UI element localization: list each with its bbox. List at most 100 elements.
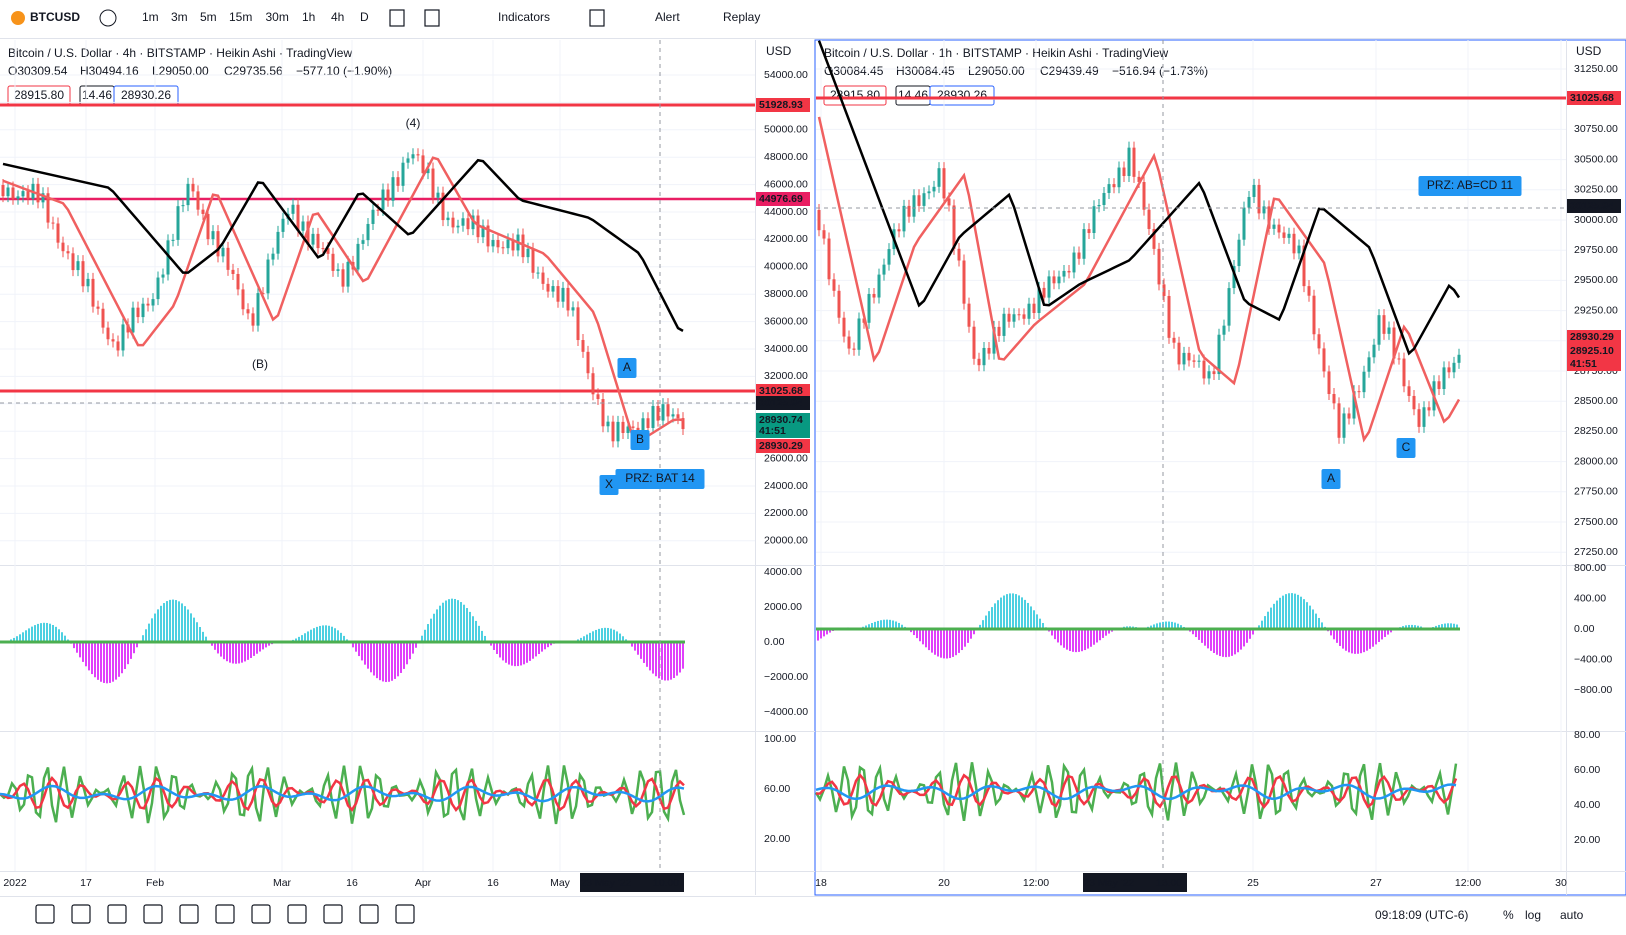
price-axis-label: 29500.00 [1574,274,1618,286]
ohlc-value: H30084.45 [896,64,955,78]
price-change: −516.94 (−1.73%) [1112,64,1208,78]
interval-button[interactable]: 15m [229,10,252,24]
time-axis-label: 30 [1555,877,1567,889]
price-axis-label: 27500.00 [1574,516,1618,528]
log-toggle[interactable]: log [1525,908,1541,922]
drawing-tool[interactable] [179,904,199,924]
price-tag-text: 31025.68 [1570,92,1614,104]
interval-button[interactable]: 5m [200,10,217,24]
time-axis-label: Mar [273,877,292,889]
price-tag-text: 28930.29 [1570,331,1614,343]
price-axis-label: 31250.00 [1574,63,1618,75]
ohlc-value: C29439.49 [1040,64,1099,78]
price-axis-label: 44000.00 [764,206,808,218]
clock: 09:18:09 (UTC-6) [1375,908,1468,922]
price-axis-label: 30250.00 [1574,184,1618,196]
rsi-axis-label: 20.00 [764,833,790,845]
price-tag-text: 44976.69 [759,193,803,205]
time-axis-label: 27 [1370,877,1382,889]
toolbar-icon[interactable] [389,9,405,27]
interval-button[interactable]: D [360,10,369,24]
pattern-label-box [599,475,619,495]
time-axis-label: 20 [938,877,950,889]
auto-toggle[interactable]: auto [1560,908,1584,922]
price-tag-text: 30125.94 [1570,200,1614,212]
drawing-tool[interactable] [323,904,343,924]
osc-axis-label: 4000.00 [764,566,802,578]
interval-button[interactable]: 4h [331,10,344,24]
drawing-tool[interactable] [143,904,163,924]
drawing-tool[interactable] [35,904,55,924]
price-tag [756,98,810,112]
interval-button[interactable]: 30m [266,10,289,24]
interval-button[interactable]: 3m [171,10,188,24]
pattern-label: X [605,477,613,491]
rsi-line [0,764,686,825]
osc-axis-label: −800.00 [1574,684,1612,696]
alert-button[interactable]: Alert [655,10,680,24]
chart-title: Bitcoin / U.S. Dollar · 1h · BITSTAMP · … [824,46,1168,60]
add-symbol[interactable] [99,9,117,27]
indicators-button[interactable]: Indicators [498,10,550,24]
drawing-tool[interactable] [395,904,415,924]
drawing-tool[interactable] [287,904,307,924]
price-axis-label: 34000.00 [764,343,808,355]
replay-button[interactable]: Replay [723,10,760,24]
drawing-tool[interactable] [359,904,379,924]
price-tag-text: 41:51 [759,425,786,437]
price-axis-label: 24000.00 [764,480,808,492]
cursor-date: 23 May '22 [580,877,631,889]
price-tag [756,396,810,410]
rsi-line [0,775,685,813]
drawing-tool[interactable] [251,904,271,924]
pattern-label: C [1402,440,1411,454]
moving-average [2,158,684,332]
price-axis-label: 29750.00 [1574,244,1618,256]
price-axis-label: 30750.00 [1574,123,1618,135]
toolbar-icon[interactable] [589,9,605,27]
drawing-tool[interactable] [215,904,235,924]
price-axis-label: 36000.00 [764,315,808,327]
currency: USD [1576,44,1602,58]
pattern-label-box [1418,176,1522,196]
pattern-label: (B) [252,357,268,371]
interval-button[interactable]: 1m [142,10,159,24]
cursor-time: 13:00 [1156,877,1182,889]
price-tag [1567,199,1621,213]
moving-average [2,156,684,444]
ohlc-value: O30309.54 [8,64,68,78]
price-badge [823,85,887,106]
currency: USD [766,44,792,58]
symbol[interactable]: BTCUSD [30,10,80,24]
toolbar-icon[interactable] [424,9,440,27]
price-axis-label: 28500.00 [1574,395,1618,407]
percent-toggle[interactable]: % [1503,908,1514,922]
pattern-label: PRZ: BAT 14 [625,471,695,485]
ohlc-value: C29735.56 [224,64,283,78]
price-tag [1567,330,1621,344]
pattern-label: PRZ: AB=CD 11 [1427,178,1513,192]
price-axis-label: 32000.00 [764,370,808,382]
time-axis-label: 16 [346,877,358,889]
drawing-tool[interactable] [71,904,91,924]
price-badge-text: 28930.26 [937,88,987,102]
price-axis-label: 28000.00 [1574,455,1618,467]
price-tag [1567,344,1621,358]
rsi-axis-label: 60.00 [764,783,790,795]
price-axis-label: 20000.00 [764,535,808,547]
drawing-tool[interactable] [107,904,127,924]
price-badge-text: 14.46 [898,88,928,102]
osc-axis-label: 0.00 [764,636,785,648]
price-badge [929,85,995,106]
rsi-line [0,784,685,803]
osc-axis-label: 0.00 [1574,623,1595,635]
price-axis-label: 22000.00 [764,507,808,519]
moving-average [817,116,1461,443]
time-axis-label: 12:00 [1455,877,1481,889]
ohlc-value: H30494.16 [80,64,139,78]
price-axis-label: 26000.00 [764,452,808,464]
price-tag-text: 41:51 [1570,358,1597,370]
price-tag-text: 51928.93 [759,99,803,111]
interval-button[interactable]: 1h [302,10,315,24]
